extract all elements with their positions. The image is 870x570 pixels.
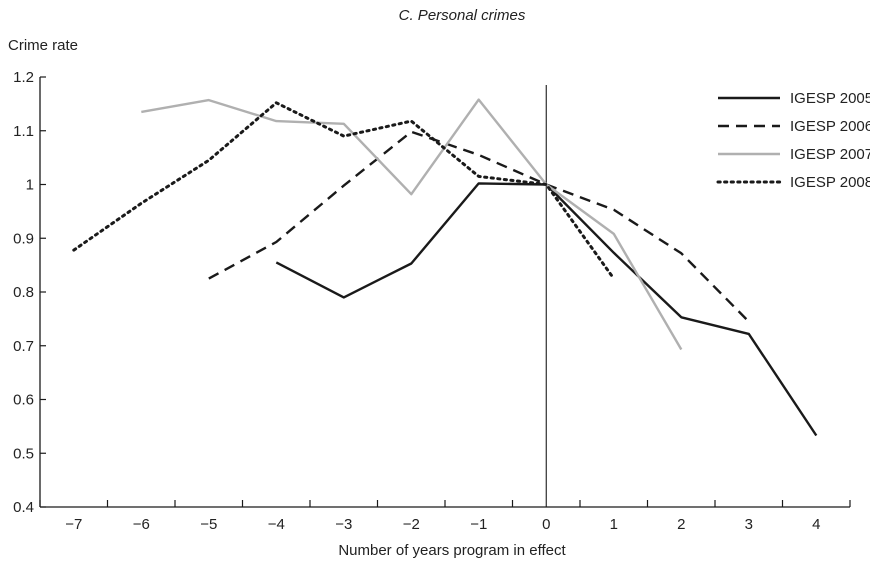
y-tick-label: 1.2 xyxy=(13,69,34,86)
legend-label: IGESP 2005 xyxy=(790,90,870,107)
plot-area: 0.4 0.5 0.6 0.7 0.8 0.9 1 1.1 1.2 −7 −6 −5 −4 −3 −2 −1 0… xyxy=(13,69,870,533)
series-line-igesp-2006 xyxy=(208,130,750,323)
legend-label: IGESP 2006 xyxy=(790,118,870,135)
y-tick-label: 1 xyxy=(26,177,34,194)
y-tick-label: 0.9 xyxy=(13,230,34,247)
y-tick-label: 0.4 xyxy=(13,499,34,516)
y-tick-label: 0.8 xyxy=(13,284,34,301)
y-tick-label: 0.5 xyxy=(13,445,34,462)
y-tick-label: 0.7 xyxy=(13,338,34,355)
x-tick-label: −5 xyxy=(200,516,217,533)
x-tick-label: −7 xyxy=(65,516,82,533)
x-tick-label: 0 xyxy=(542,516,550,533)
x-tick-label: 2 xyxy=(677,516,685,533)
chart-title: C. Personal crimes xyxy=(399,7,526,24)
x-tick-label: −3 xyxy=(335,516,352,533)
x-tick-label: −4 xyxy=(268,516,285,533)
y-axis-label: Crime rate xyxy=(8,37,78,54)
series-line-igesp-2008 xyxy=(72,101,616,281)
series-line-igesp-2007 xyxy=(141,98,683,351)
x-tick-label: 4 xyxy=(812,516,820,533)
x-tick-label: −2 xyxy=(403,516,420,533)
legend-label: IGESP 2008 xyxy=(790,174,870,191)
x-tick-label: 1 xyxy=(610,516,618,533)
y-tick-label: 0.6 xyxy=(13,392,34,409)
x-tick-label: −1 xyxy=(470,516,487,533)
x-tick-label: −6 xyxy=(133,516,150,533)
x-tick-label: 3 xyxy=(745,516,753,533)
y-tick-label: 1.1 xyxy=(13,123,34,140)
legend-label: IGESP 2007 xyxy=(790,146,870,163)
x-axis-label: Number of years program in effect xyxy=(338,542,566,559)
